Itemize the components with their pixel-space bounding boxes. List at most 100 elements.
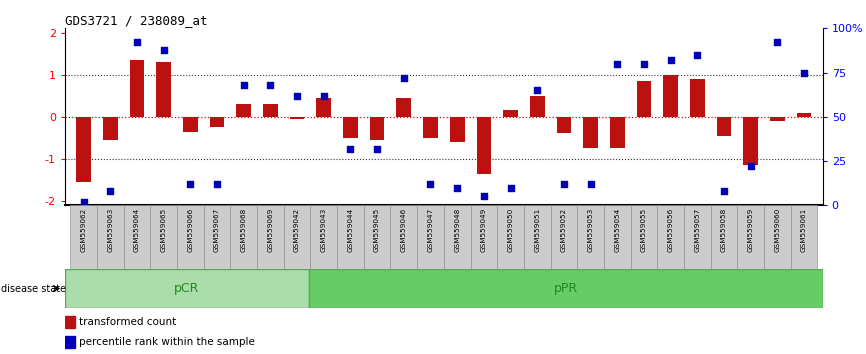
Bar (604, 205, 630, 269)
Point (557, 181, 571, 187)
Point (317, 93, 331, 98)
Point (290, 93, 304, 98)
Bar (530, 96, 545, 117)
Text: GSM559065: GSM559065 (161, 208, 166, 252)
Text: GSM559056: GSM559056 (668, 208, 674, 252)
Bar (290, 117, 305, 119)
Bar (364, 205, 391, 269)
Bar (743, 117, 758, 165)
Point (210, 181, 224, 187)
Text: GSM559052: GSM559052 (561, 208, 567, 252)
Text: GSM559063: GSM559063 (107, 208, 113, 252)
Bar (124, 205, 151, 269)
Bar (443, 205, 470, 269)
Point (423, 181, 437, 187)
Bar (337, 205, 364, 269)
Bar (583, 117, 598, 148)
Text: GSM559055: GSM559055 (641, 208, 647, 252)
Bar (177, 205, 204, 269)
Bar (551, 205, 578, 269)
Bar (103, 117, 118, 140)
Text: GSM559069: GSM559069 (268, 208, 274, 252)
Point (77, 199, 91, 205)
Text: GSM559049: GSM559049 (481, 208, 487, 252)
Text: GSM559068: GSM559068 (241, 208, 247, 252)
Bar (70, 205, 97, 269)
Bar (524, 205, 551, 269)
Point (397, 75, 410, 81)
Bar (717, 117, 731, 136)
Text: disease state: disease state (1, 284, 66, 293)
Text: pPR: pPR (553, 282, 578, 295)
Bar (97, 205, 124, 269)
Bar (130, 60, 145, 117)
Text: pCR: pCR (174, 282, 199, 295)
Text: GDS3721 / 238089_at: GDS3721 / 238089_at (65, 14, 208, 27)
Bar (476, 117, 491, 174)
Bar (449, 117, 464, 142)
Bar (737, 205, 764, 269)
Bar (308, 269, 823, 308)
Bar (690, 79, 705, 117)
Bar (764, 205, 791, 269)
Bar (157, 62, 171, 117)
Bar (65, 269, 308, 308)
Point (690, 52, 704, 58)
Bar (151, 205, 177, 269)
Bar (263, 104, 278, 117)
Point (130, 40, 144, 45)
Text: GSM559064: GSM559064 (134, 208, 140, 252)
Bar (210, 117, 224, 127)
Bar (284, 205, 310, 269)
Bar (65, 336, 74, 348)
Bar (684, 205, 711, 269)
Bar (391, 205, 417, 269)
Point (584, 181, 598, 187)
Bar (770, 117, 785, 121)
Text: GSM559048: GSM559048 (454, 208, 460, 252)
Text: percentile rank within the sample: percentile rank within the sample (79, 337, 255, 347)
Point (370, 146, 384, 152)
Bar (470, 205, 497, 269)
Bar (65, 316, 74, 329)
Bar (257, 205, 284, 269)
Text: GSM559051: GSM559051 (534, 208, 540, 252)
Bar (76, 117, 91, 182)
Point (771, 40, 785, 45)
Text: GSM559060: GSM559060 (774, 208, 780, 252)
Bar (663, 75, 678, 117)
Text: GSM559057: GSM559057 (695, 208, 701, 252)
Point (344, 146, 358, 152)
Point (157, 47, 171, 52)
Bar (797, 113, 811, 117)
Bar (578, 205, 604, 269)
Text: transformed count: transformed count (79, 317, 176, 327)
Text: GSM559043: GSM559043 (320, 208, 326, 252)
Bar (343, 117, 358, 138)
Bar (316, 98, 331, 117)
Bar (497, 205, 524, 269)
Point (236, 82, 250, 88)
Text: GSM559066: GSM559066 (187, 208, 193, 252)
Text: GSM559054: GSM559054 (614, 208, 620, 252)
Bar (183, 117, 197, 132)
Point (530, 87, 544, 93)
Bar (230, 205, 257, 269)
Point (744, 164, 758, 169)
Text: GSM559059: GSM559059 (747, 208, 753, 252)
Bar (791, 205, 818, 269)
Point (450, 185, 464, 190)
Bar (557, 117, 572, 133)
Point (663, 57, 677, 63)
Bar (236, 104, 251, 117)
Bar (630, 205, 657, 269)
Bar (610, 117, 624, 148)
Text: GSM559047: GSM559047 (428, 208, 434, 252)
Point (611, 61, 624, 67)
Text: GSM559046: GSM559046 (401, 208, 407, 252)
Bar (637, 81, 651, 117)
Text: GSM559044: GSM559044 (347, 208, 353, 252)
Bar (370, 117, 385, 140)
Bar (711, 205, 737, 269)
Bar (397, 98, 411, 117)
